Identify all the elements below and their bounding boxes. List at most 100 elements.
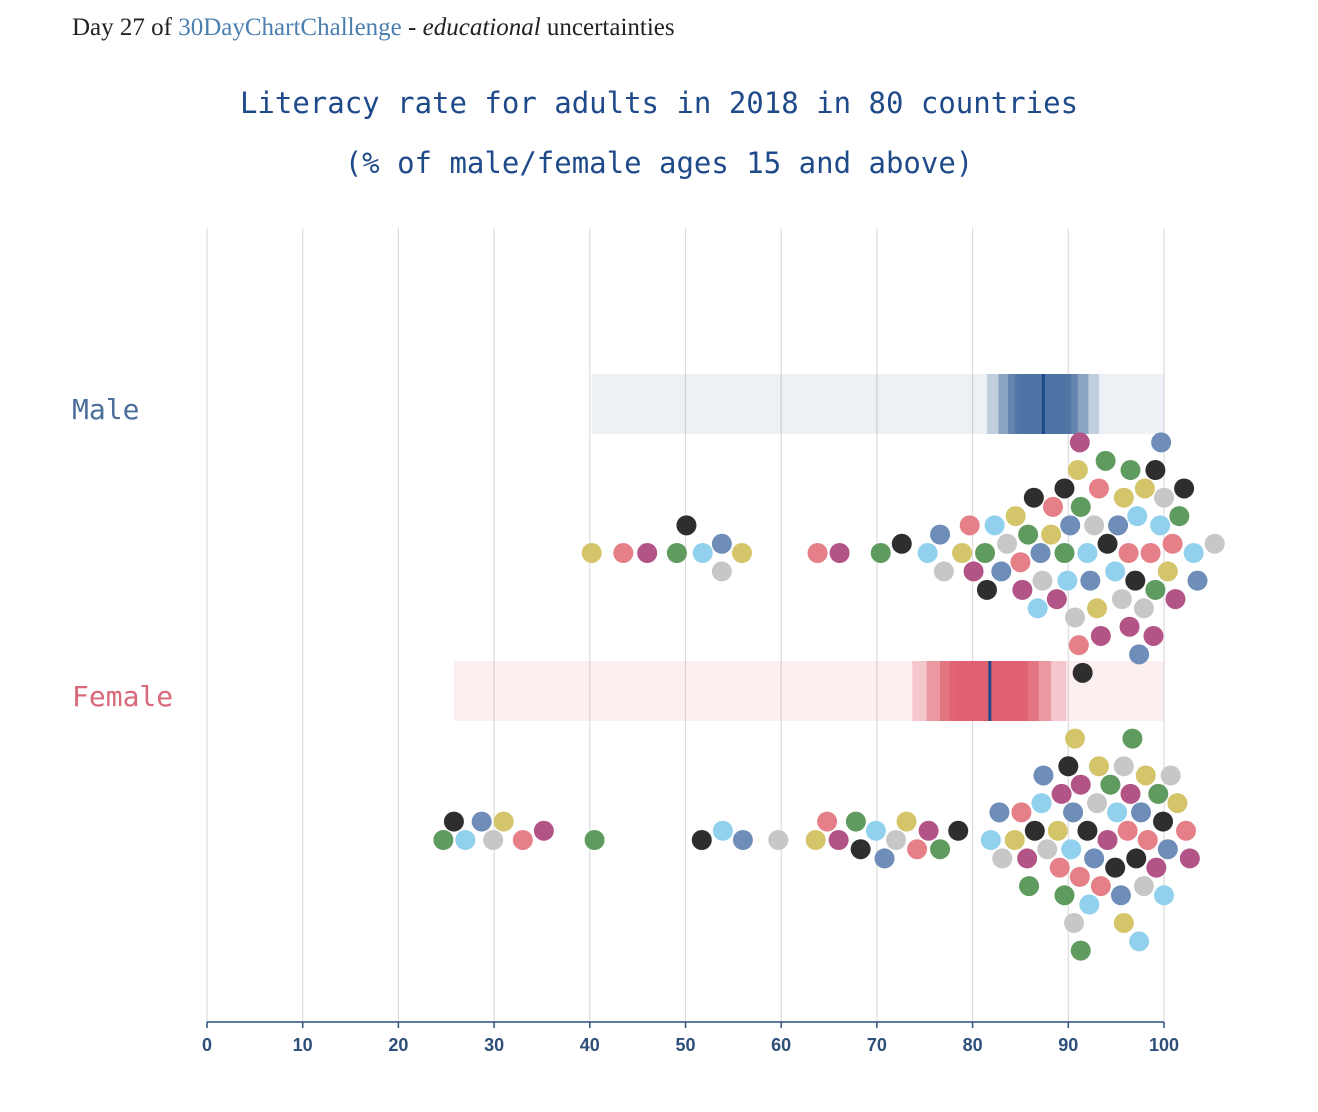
male-country-dot (976, 579, 997, 600)
header-line: Day 27 of 30DayChartChallenge - educatio… (72, 14, 675, 42)
female-country-dot (455, 830, 476, 850)
male-country-dot (1119, 616, 1140, 637)
female-country-dot (845, 811, 866, 832)
male-country-dot (1054, 478, 1075, 499)
female-country-dot (1079, 894, 1100, 915)
female-country-dot (1137, 830, 1158, 850)
female-country-dot (433, 830, 454, 850)
female-country-dot (1122, 728, 1143, 749)
male-country-dot (637, 543, 658, 563)
male-country-dot (1162, 533, 1183, 554)
male-country-dot (1120, 460, 1141, 481)
male-country-dot (711, 533, 732, 554)
female-country-dot (691, 830, 712, 850)
male-country-dot (1030, 543, 1051, 563)
female-country-dot (1179, 848, 1200, 869)
male-country-dot (1069, 432, 1090, 453)
group-labels: Male Female (72, 393, 173, 713)
female-country-dot (805, 830, 826, 850)
female-country-dot (1110, 885, 1131, 906)
female-country-dot (1017, 848, 1038, 869)
male-country-dot (1057, 570, 1078, 591)
x-tick-label-70: 70 (867, 1035, 887, 1055)
male-country-dot (1165, 589, 1186, 610)
male-country-dot (829, 543, 850, 563)
male-country-dot (1060, 515, 1081, 536)
x-tick-label-20: 20 (388, 1035, 408, 1055)
female-country-dot (1133, 876, 1154, 897)
male-country-dot (1125, 570, 1146, 591)
x-tick-label-80: 80 (963, 1035, 983, 1055)
male-country-dot (933, 561, 954, 582)
female-country-dot (1058, 756, 1079, 777)
female-country-dot (584, 830, 605, 850)
x-tick-label-50: 50 (675, 1035, 695, 1055)
male-country-dot (1118, 543, 1139, 563)
male-country-dot (692, 543, 713, 563)
male-country-dot (1105, 561, 1126, 582)
female-country-dot (1070, 774, 1091, 795)
male-country-dot (1111, 589, 1132, 610)
female-country-dot (1063, 802, 1084, 823)
male-country-dot (1108, 515, 1129, 536)
header-prefix: Day 27 of (72, 14, 179, 41)
female-country-dot (1011, 802, 1032, 823)
female-country-dot (1070, 940, 1091, 961)
male-group-label: Male (72, 393, 139, 426)
female-country-dot (493, 811, 514, 832)
female-country-dot (948, 820, 969, 841)
male-country-dot (1157, 561, 1178, 582)
female-country-dot (874, 848, 895, 869)
male-country-dot (1145, 579, 1166, 600)
x-tick-label-30: 30 (484, 1035, 504, 1055)
female-country-dot (1051, 783, 1072, 804)
country-dots (433, 432, 1225, 961)
female-country-dot (1069, 866, 1090, 887)
male-country-dot (581, 543, 602, 563)
male-country-dot (1010, 552, 1031, 573)
x-tick-label-100: 100 (1149, 1035, 1179, 1055)
male-country-dot (1054, 543, 1075, 563)
male-country-dot (1023, 487, 1044, 508)
male-country-dot (1012, 579, 1033, 600)
male-country-dot (1068, 635, 1089, 656)
challenge-link[interactable]: 30DayChartChallenge (178, 14, 402, 41)
female-country-dot (768, 830, 789, 850)
male-country-dot (1088, 478, 1109, 499)
header-suffix: uncertainties (540, 14, 675, 41)
male-country-dot (975, 543, 996, 563)
female-country-dot (1090, 876, 1111, 897)
uncertainty-bands (453, 374, 1164, 721)
male-country-dot (1187, 570, 1208, 591)
male-country-dot (1067, 460, 1088, 481)
female-country-dot (1154, 885, 1174, 906)
female-country-dot (1160, 765, 1181, 786)
female-country-dot (1024, 820, 1045, 841)
female-country-dot (1153, 811, 1174, 832)
male-country-dot (1150, 515, 1171, 536)
male-country-dot (1183, 543, 1204, 563)
chart-subtitle: (% of male/female ages 15 and above) (344, 146, 974, 180)
header-separator: - (401, 14, 423, 41)
female-country-dot (1019, 876, 1040, 897)
male-country-dot (1064, 607, 1085, 628)
male-country-dot (731, 543, 752, 563)
male-country-dot (1140, 543, 1161, 563)
female-country-dot (1037, 839, 1058, 860)
female-country-dot (1113, 912, 1134, 933)
female-country-dot (828, 830, 849, 850)
male-country-dot (1145, 460, 1166, 481)
male-country-dot (1095, 450, 1116, 471)
female-range-band (453, 661, 1164, 721)
female-country-dot (1033, 765, 1054, 786)
male-country-dot (1113, 487, 1134, 508)
female-country-dot (471, 811, 492, 832)
female-country-dot (817, 811, 838, 832)
female-country-dot (1126, 848, 1147, 869)
male-country-dot (1169, 506, 1190, 527)
female-country-dot (918, 820, 939, 841)
female-country-dot (1100, 774, 1121, 795)
x-tick-label-90: 90 (1058, 1035, 1078, 1055)
female-country-dot (1049, 857, 1070, 878)
